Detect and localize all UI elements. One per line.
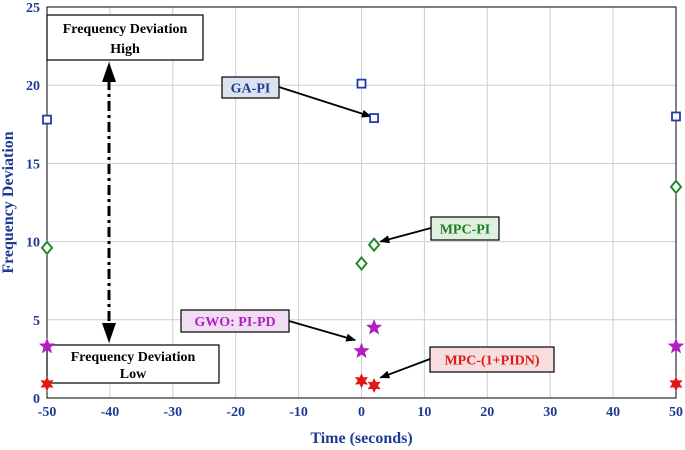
annotation-arrow [288,320,357,342]
x-tick-label: 0 [358,405,365,420]
point-star [667,337,685,354]
x-tick-label: -30 [163,405,182,420]
x-tick-label: 40 [606,405,620,420]
annotation-arrow [379,358,431,379]
x-tick-label: -20 [226,405,245,420]
annotation-box [221,76,280,99]
point-square [369,113,379,123]
y-tick-label: 5 [33,314,40,329]
point-hexstar [354,373,369,389]
range-arrow-head-top [102,62,116,82]
y-axis-ticks: 0 5 10 15 20 25 [26,1,40,407]
x-tick-label: 20 [480,405,494,420]
point-diamond [355,255,368,272]
x-tick-label: 10 [417,405,431,420]
plot-frame [46,6,677,399]
x-tick-label: -10 [289,405,308,420]
x-tick-label: -40 [101,405,120,420]
range-indicator: Frequency Deviation High Frequency Devia… [46,14,220,384]
range-box-low-line1: Frequency Deviation [71,350,196,365]
range-box-low-line2: Low [120,367,147,382]
grid [46,6,677,399]
range-box-high-line1: Frequency Deviation [63,22,188,37]
annotation-box [180,309,290,333]
x-tick-label: -50 [38,405,57,420]
x-axis-ticks: -50 -40 -30 -20 -10 0 10 20 30 40 50 [38,405,683,420]
y-tick-label: 25 [26,1,40,16]
point-diamond [40,240,54,256]
point-star [353,342,370,359]
annotation-label: MPC-(1+PIDN) [444,354,539,369]
point-star [38,337,56,354]
point-diamond [367,237,381,253]
range-box-high-line2: High [110,42,140,57]
point-hexstar [669,376,683,392]
point-square [671,111,681,122]
annotation-arrow [278,86,372,118]
x-tick-label: 50 [669,405,683,420]
annotation-arrow [379,227,432,244]
point-star [365,318,383,335]
annotation-blue: GA-PI [221,76,372,118]
y-tick-label: 10 [26,236,40,251]
annotation-box [429,346,555,373]
annotation-box [430,216,500,241]
range-box-low: Frequency Deviation Low [46,344,220,384]
point-square [356,78,367,89]
data-points [38,78,685,394]
point-hexstar [40,376,54,392]
annotations: GA-PI MPC-PI GWO: PI-PD MPC-(1+PIDN) [180,76,555,379]
y-axis-label: Frequency Deviation [0,131,17,273]
range-arrow-head-bottom [102,323,116,343]
point-square [42,114,52,125]
y-tick-label: 15 [26,157,40,172]
annotation-label: MPC-PI [440,223,491,238]
y-tick-label: 0 [33,392,40,407]
x-tick-label: 30 [543,405,557,420]
x-axis-label: Time (seconds) [310,430,412,447]
annotation-magenta: GWO: PI-PD [180,309,357,342]
annotation-red: MPC-(1+PIDN) [379,346,555,379]
range-box-high: Frequency Deviation High [46,14,204,61]
annotation-label: GA-PI [231,82,271,97]
annotation-green: MPC-PI [379,216,500,244]
y-tick-label: 20 [26,79,40,94]
annotation-label: GWO: PI-PD [194,315,275,330]
point-hexstar [367,377,381,394]
point-diamond [669,179,683,195]
